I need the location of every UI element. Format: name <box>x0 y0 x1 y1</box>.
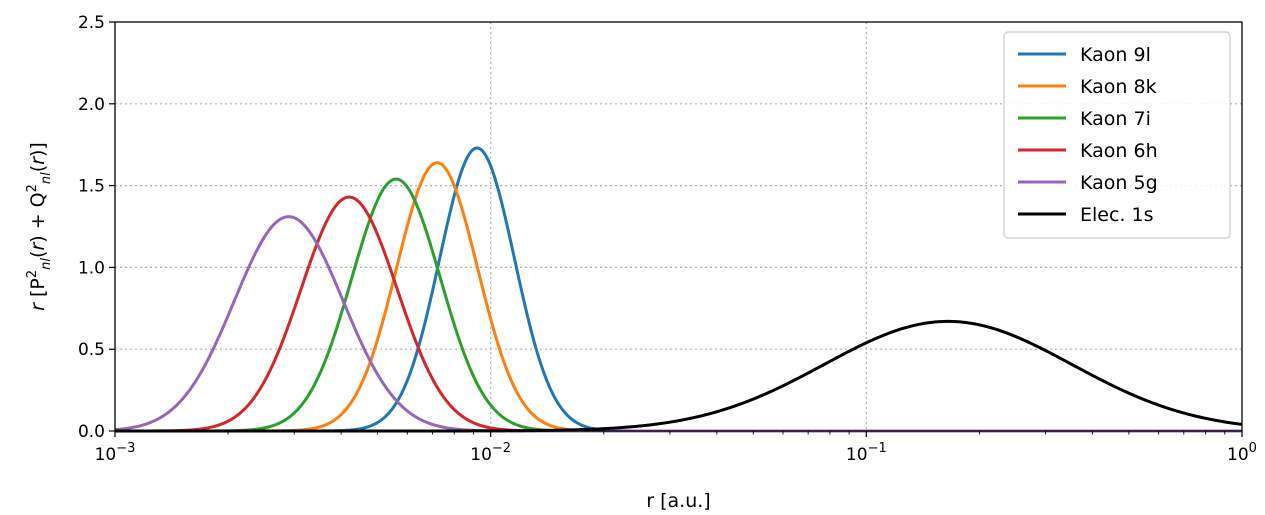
y-tick-label: 1.5 <box>78 177 105 197</box>
y-title-text: ( <box>27 165 49 172</box>
x-tick-exponent: 0 <box>1249 441 1257 456</box>
x-tick-label: 10−1 <box>846 441 887 465</box>
y-title-r: r <box>27 242 49 251</box>
y-title-r: r <box>27 302 49 311</box>
y-title-r: r <box>27 156 49 165</box>
series-line <box>114 215 1242 433</box>
x-tick-base: 10 <box>846 445 868 465</box>
x-tick-base: 10 <box>95 445 117 465</box>
y-title-text: [P <box>27 278 49 303</box>
x-tick-label: 100 <box>1227 441 1257 465</box>
legend-label: Elec. 1s <box>1080 204 1154 226</box>
legend-label: Kaon 9l <box>1080 44 1151 66</box>
y-tick-label: 1.0 <box>78 258 105 278</box>
y-tick-label: 2.0 <box>78 95 105 115</box>
x-tick-label: 10−3 <box>95 441 136 465</box>
x-axis-title: r [a.u.] <box>646 490 710 512</box>
y-title-text: )] <box>27 142 49 157</box>
plot-area-frame <box>114 21 1243 432</box>
legend-label: Kaon 5g <box>1080 172 1158 194</box>
y-title-superscript: 2 <box>25 184 40 192</box>
y-axis-title: r [P2nl(r) + Q2nl(r)] <box>25 142 54 311</box>
y-title-text: ( <box>27 251 49 258</box>
y-tick-label: 0.5 <box>78 340 105 360</box>
y-tick-label: 2.5 <box>78 13 105 33</box>
y-title-superscript: 2 <box>25 270 40 278</box>
x-tick-exponent: −2 <box>492 441 511 456</box>
x-tick-base: 10 <box>1227 445 1249 465</box>
y-title-subscript: nl <box>39 172 54 184</box>
x-tick-label: 10−2 <box>470 441 511 465</box>
legend: Kaon 9l Kaon 8k Kaon 7i Kaon 6h Kaon 5g Elec.… <box>1003 31 1231 239</box>
legend-label: Kaon 6h <box>1080 140 1158 162</box>
x-tick-base: 10 <box>470 445 492 465</box>
x-tick-exponent: −1 <box>868 441 887 456</box>
legend-box <box>1003 31 1231 239</box>
axes: 0.00.51.01.52.02.510−3 10−2 10−1 100 <box>78 13 1257 465</box>
legend-label: Kaon 7i <box>1080 108 1151 130</box>
legend-label: Kaon 8k <box>1080 76 1157 98</box>
x-tick-exponent: −3 <box>116 441 135 456</box>
grid-lines <box>115 22 1242 431</box>
y-tick-label: 0.0 <box>78 422 105 442</box>
y-title-text: ) + Q <box>27 192 49 242</box>
y-title-subscript: nl <box>39 258 54 270</box>
